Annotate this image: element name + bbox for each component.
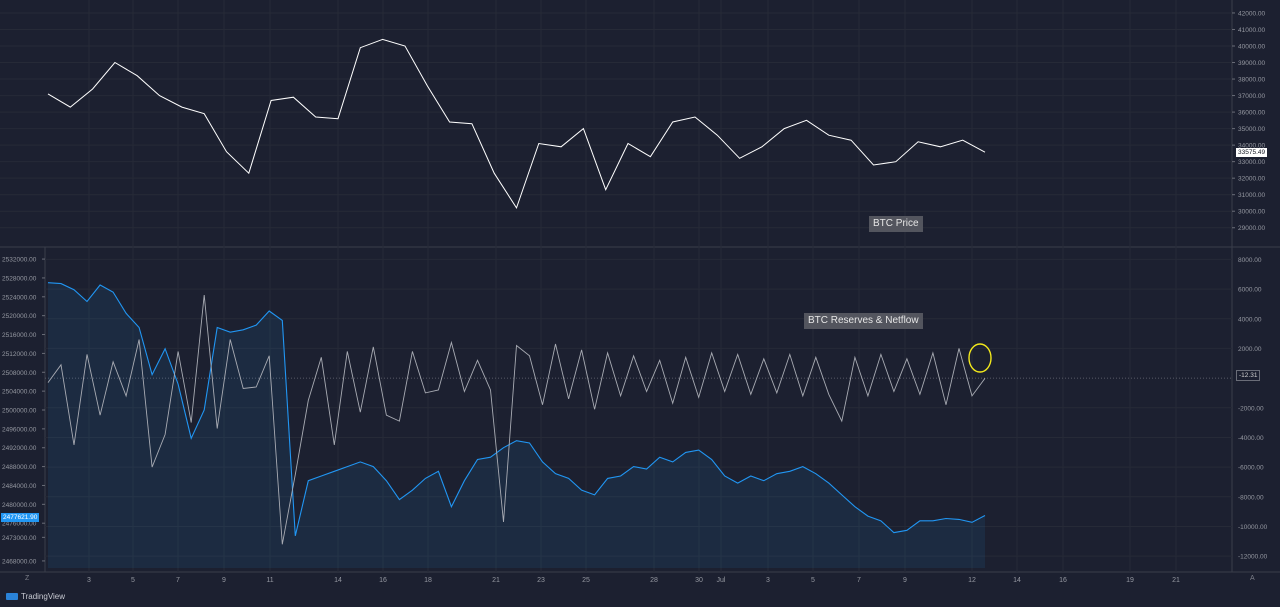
- x-tick-label: 3: [87, 577, 91, 584]
- price-y-tick-label: 35000.00: [1238, 126, 1265, 133]
- reserve-last-value-tag: 2477621.90: [1, 513, 40, 522]
- x-tick-label: 18: [424, 577, 432, 584]
- x-tick-label: 23: [537, 577, 545, 584]
- highlight-circle: [968, 343, 992, 373]
- reserve-series: [47, 282, 986, 568]
- price-y-tick-label: 31000.00: [1238, 192, 1265, 199]
- x-tick-label: 21: [492, 577, 500, 584]
- price-y-tick-label: 38000.00: [1238, 77, 1265, 84]
- grid-lines: [0, 0, 1280, 573]
- reserve-y-tick-label: 2496000.00: [2, 426, 37, 433]
- price-annotation: BTC Price: [869, 216, 923, 232]
- tradingview-icon: [6, 593, 18, 600]
- netflow-y-tick-label: -12000.00: [1238, 554, 1268, 561]
- x-tick-label: 7: [857, 577, 861, 584]
- price-y-tick-label: 32000.00: [1238, 176, 1265, 183]
- x-tick-label: 16: [379, 577, 387, 584]
- price-y-tick-label: 34000.00: [1238, 143, 1265, 150]
- x-tick-label: 9: [222, 577, 226, 584]
- price-y-tick-label: 41000.00: [1238, 27, 1265, 34]
- reserve-y-tick-label: 2532000.00: [2, 257, 37, 264]
- x-tick-label: 30: [695, 577, 703, 584]
- reserve-line: [47, 282, 986, 537]
- netflow-y-tick-label: 8000.00: [1238, 257, 1262, 264]
- netflow-y-tick-label: -8000.00: [1238, 494, 1264, 501]
- reserve-y-tick-label: 2500000.00: [2, 408, 37, 415]
- x-tick-label: 16: [1059, 577, 1067, 584]
- x-tick-label: 3: [766, 577, 770, 584]
- netflow-y-tick-label: 2000.00: [1238, 346, 1262, 353]
- x-tick-label: 25: [582, 577, 590, 584]
- x-tick-label: Jul: [717, 577, 726, 584]
- tradingview-label: TradingView: [21, 592, 66, 601]
- price-last-value-tag: 33575.49: [1236, 148, 1268, 157]
- x-tick-label: 14: [1013, 577, 1021, 584]
- x-tick-label: 9: [903, 577, 907, 584]
- netflow-y-tick-label: 6000.00: [1238, 287, 1262, 294]
- price-y-tick-label: 39000.00: [1238, 60, 1265, 67]
- price-y-tick-label: 36000.00: [1238, 110, 1265, 117]
- x-tick-label: 5: [811, 577, 815, 584]
- reserve-y-tick-label: 2488000.00: [2, 464, 37, 471]
- x-tick-label: 5: [131, 577, 135, 584]
- price-y-tick-label: 37000.00: [1238, 93, 1265, 100]
- reserve-y-tick-label: 2520000.00: [2, 313, 37, 320]
- netflow-last-value-tag: -12.31: [1236, 370, 1261, 381]
- x-tick-label: 21: [1172, 577, 1180, 584]
- netflow-y-tick-label: 4000.00: [1238, 316, 1262, 323]
- price-y-tick-label: 40000.00: [1238, 44, 1265, 51]
- reserve-y-tick-label: 2492000.00: [2, 445, 37, 452]
- reserve-y-tick-label: 2468000.00: [2, 558, 37, 565]
- reserve-y-tick-label: 2508000.00: [2, 370, 37, 377]
- reserves-annotation: BTC Reserves & Netflow: [804, 313, 923, 329]
- reserve-y-tick-label: 2512000.00: [2, 351, 37, 358]
- axis-labels: 3 5 7 9 11 14 16 18 21 23 25 28 30 Jul 3 5 7 9 12 14 16 19 21 4…: [2, 10, 1268, 584]
- reserve-y-tick-label: 2504000.00: [2, 389, 37, 396]
- reserve-y-tick-label: 2516000.00: [2, 332, 37, 339]
- price-line: [47, 38, 986, 210]
- reserve-y-tick-label: 2473000.00: [2, 535, 37, 542]
- reserve-y-tick-label: 2476000.00: [2, 521, 37, 528]
- reserve-y-tick-label: 2480000.00: [2, 502, 37, 509]
- price-y-tick-label: 29000.00: [1238, 225, 1265, 232]
- netflow-series: [47, 294, 986, 545]
- reserve-y-tick-label: 2484000.00: [2, 483, 37, 490]
- x-tick-label: 12: [968, 577, 976, 584]
- reserve-y-tick-label: 2528000.00: [2, 275, 37, 282]
- reserve-y-tick-label: 2524000.00: [2, 294, 37, 301]
- x-tick-label: 14: [334, 577, 342, 584]
- reserve-area-fill: [48, 282, 985, 568]
- netflow-y-tick-label: -6000.00: [1238, 465, 1264, 472]
- netflow-y-tick-label: -4000.00: [1238, 435, 1264, 442]
- x-tick-label: 7: [176, 577, 180, 584]
- price-y-tick-label: 42000.00: [1238, 10, 1265, 17]
- price-y-tick-label: 33000.00: [1238, 159, 1265, 166]
- price-series: [47, 38, 986, 210]
- tradingview-logo[interactable]: TradingView: [6, 592, 65, 601]
- netflow-line: [47, 294, 986, 545]
- x-tick-label: 28: [650, 577, 658, 584]
- price-y-tick-label: 30000.00: [1238, 209, 1265, 216]
- netflow-y-tick-label: -10000.00: [1238, 524, 1268, 531]
- netflow-y-tick-label: -2000.00: [1238, 405, 1264, 412]
- scale-toggle-left-button[interactable]: Z: [25, 575, 30, 582]
- x-tick-label: 11: [266, 577, 273, 584]
- x-tick-label: 19: [1126, 577, 1134, 584]
- auto-scale-button[interactable]: A: [1250, 575, 1255, 582]
